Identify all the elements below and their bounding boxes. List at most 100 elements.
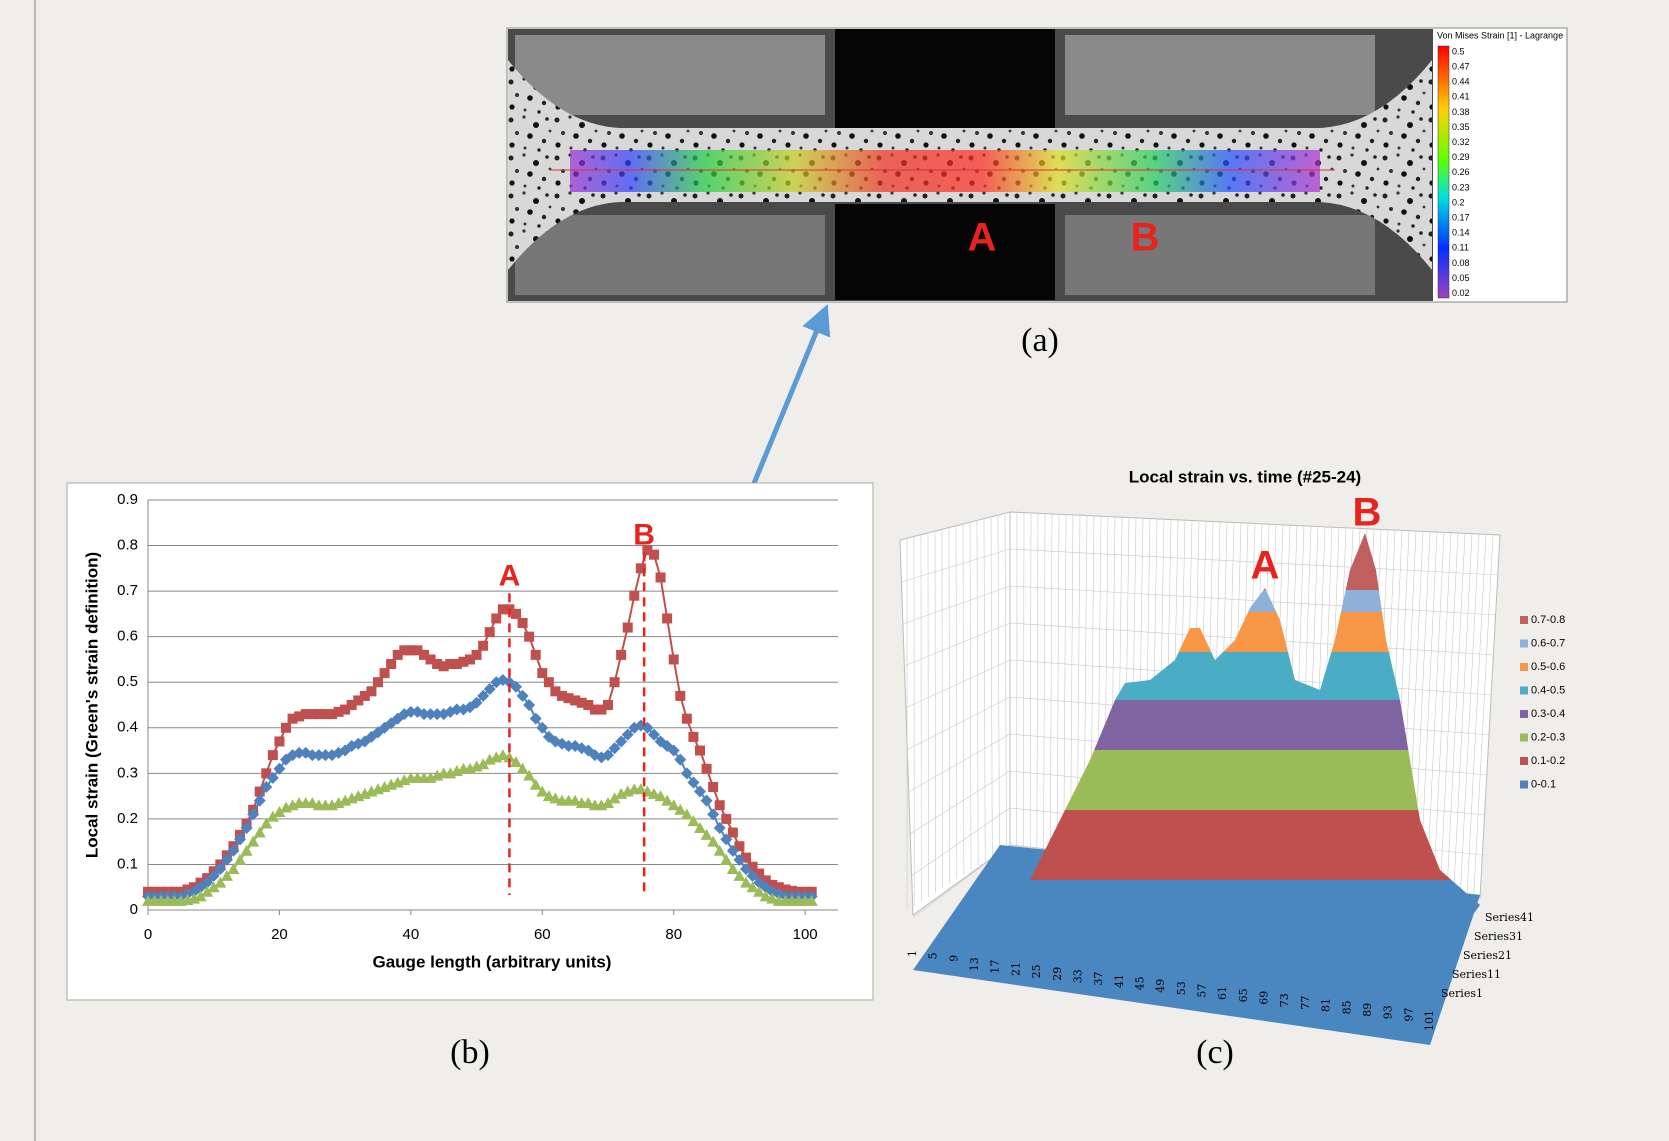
label-a: A [1251, 544, 1280, 588]
depth-label: Series11 [1452, 968, 1501, 981]
x-tick-label: 41 [1113, 974, 1126, 988]
colorbar-tick-label: 0.05 [1452, 273, 1470, 283]
x-tick-label: 25 [1030, 964, 1043, 978]
x-tick-label: 49 [1154, 979, 1167, 993]
x-tick-label: 13 [968, 957, 981, 971]
x-tick-label: 61 [1216, 986, 1229, 1000]
marker [544, 677, 554, 687]
legend-label: 0.1-0.2 [1531, 755, 1565, 767]
legend-label: 0.7-0.8 [1531, 614, 1565, 626]
y-tick-label: 0.6 [117, 628, 138, 645]
x-tick-label: 89 [1361, 1003, 1374, 1017]
x-tick-label: 29 [1051, 967, 1064, 981]
x-tick-label: 97 [1402, 1008, 1415, 1022]
legend-swatch [1520, 734, 1528, 742]
legend-label: 0.6-0.7 [1531, 637, 1565, 649]
marker [629, 591, 639, 601]
marker [531, 650, 541, 660]
label-a: A [968, 216, 997, 260]
x-tick-label: 85 [1340, 1000, 1353, 1014]
x-tick-label: 60 [534, 926, 551, 943]
legend-swatch [1520, 781, 1528, 789]
colorbar-title: Von Mises Strain [1] - Lagrange [1437, 30, 1563, 40]
legend-swatch [1520, 616, 1528, 624]
x-tick-label: 69 [1258, 991, 1271, 1005]
caption: (b) [450, 1034, 490, 1071]
colorbar-tick-label: 0.41 [1452, 92, 1470, 102]
marker [537, 668, 547, 678]
legend-swatch [1520, 687, 1528, 695]
annotation-label: B [633, 518, 655, 551]
marker [491, 613, 501, 623]
caption: (c) [1196, 1034, 1234, 1071]
y-tick-label: 0.4 [117, 719, 138, 736]
depth-label: Series21 [1463, 949, 1512, 962]
marker [688, 732, 698, 742]
marker [662, 613, 672, 623]
marker [380, 668, 390, 678]
depth-label: Series1 [1441, 987, 1483, 1000]
y-tick-label: 0.5 [117, 673, 138, 690]
legend-swatch [1520, 710, 1528, 718]
x-tick-label: 20 [271, 926, 288, 943]
marker [623, 623, 633, 633]
label-b: B [1353, 491, 1382, 535]
legend-label: 0.2-0.3 [1531, 731, 1565, 743]
x-tick-label: 73 [1278, 993, 1291, 1007]
x-tick-label: 93 [1382, 1005, 1395, 1019]
label-b: B [1131, 216, 1160, 260]
marker [610, 677, 620, 687]
x-tick-label: 33 [1071, 969, 1084, 983]
marker [695, 746, 705, 756]
colorbar-tick-label: 0.08 [1452, 258, 1470, 268]
marker [721, 814, 731, 824]
x-tick-label: 5 [927, 952, 940, 959]
marker [472, 650, 482, 660]
marker [616, 650, 626, 660]
x-tick-label: 101 [1423, 1010, 1436, 1031]
y-tick-label: 0.9 [117, 491, 138, 508]
x-tick-label: 40 [403, 926, 420, 943]
x-tick-label: 81 [1320, 998, 1333, 1012]
y-tick-label: 0 [130, 901, 138, 918]
chart-frame [67, 483, 873, 1000]
caption: (a) [1021, 322, 1059, 359]
marker [669, 654, 679, 664]
x-tick-label: 0 [144, 926, 152, 943]
colorbar-tick-label: 0.29 [1452, 152, 1470, 162]
colorbar-tick-label: 0.14 [1452, 228, 1470, 238]
colorbar-tick-label: 0.47 [1452, 61, 1470, 71]
x-tick-label: 80 [665, 926, 682, 943]
marker [715, 800, 725, 810]
marker [281, 723, 291, 733]
legend-label: 0.5-0.6 [1531, 661, 1565, 673]
marker [524, 632, 534, 642]
colorbar-tick-label: 0.02 [1452, 288, 1470, 298]
x-tick-label: 65 [1237, 988, 1250, 1002]
y-tick-label: 0.8 [117, 537, 138, 554]
colorbar-tick-label: 0.23 [1452, 182, 1470, 192]
marker [478, 641, 488, 651]
colorbar-tick-label: 0.5 [1452, 46, 1465, 56]
colorbar-tick-label: 0.38 [1452, 107, 1470, 117]
marker [682, 714, 692, 724]
marker [268, 750, 278, 760]
marker [274, 736, 284, 746]
y-tick-label: 0.3 [117, 764, 138, 781]
x-tick-label: 53 [1175, 981, 1188, 995]
marker [708, 782, 718, 792]
colorbar-tick-label: 0.32 [1452, 137, 1470, 147]
surface-title: Local strain vs. time (#25-24) [1129, 467, 1361, 486]
marker [511, 609, 521, 619]
colorbar-tick-label: 0.2 [1452, 197, 1465, 207]
x-tick-label: 57 [1196, 984, 1209, 998]
surface-chart: Local strain vs. time (#25-24) A B 0.7-0… [900, 467, 1565, 1045]
marker [702, 764, 712, 774]
legend-label: 0.3-0.4 [1531, 708, 1565, 720]
legend-swatch [1520, 640, 1528, 648]
x-tick-label: 21 [1009, 962, 1022, 976]
legend-label: 0.4-0.5 [1531, 684, 1565, 696]
legend-swatch [1520, 757, 1528, 765]
y-tick-label: 0.7 [117, 582, 138, 599]
figure: Von Mises Strain [1] - Lagrange A B 0.5 0… [0, 0, 1669, 1141]
